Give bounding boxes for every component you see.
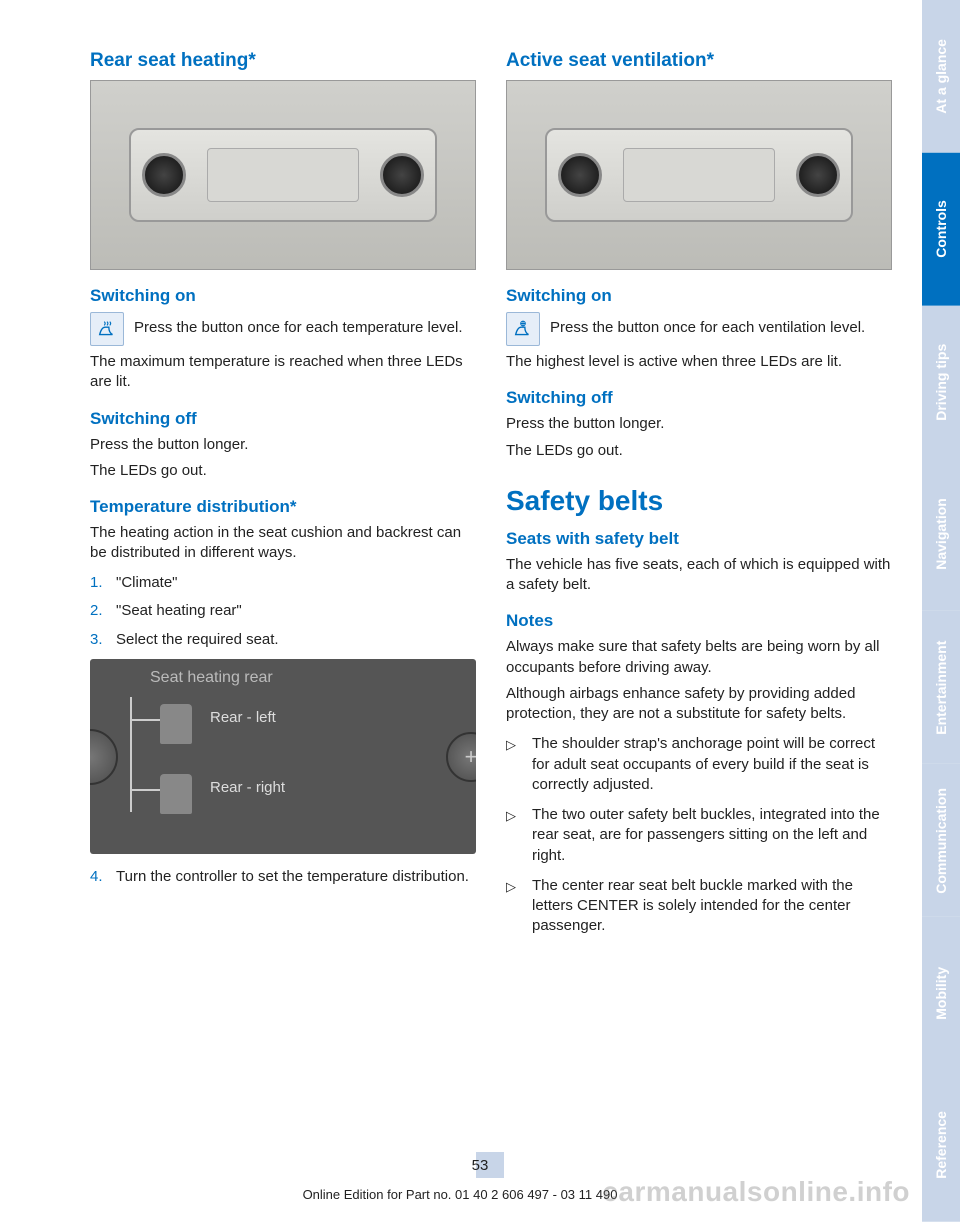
screenshot-title: Seat heating rear [150,669,273,687]
right-column: Active seat ventilation* Switching on Pr… [506,50,892,1202]
left-column: Rear seat heating* Switching on Press th… [90,50,476,1202]
tab-navigation[interactable]: Navigation [922,458,960,611]
seat-heat-icon [90,312,124,346]
tab-controls[interactable]: Controls [922,153,960,306]
switching-off-text-2: The LEDs go out. [90,461,476,481]
idrive-screenshot: + Seat heating rear Rear - left Rear - r… [90,659,476,854]
step-1: "Climate" [90,572,476,595]
notes-text-2: Although airbags enhance safety by provi… [506,684,892,725]
switching-on-text: Press the button once for each temperatu… [134,318,476,340]
vent-switching-off-heading: Switching off [506,388,892,408]
notes-text-1: Always make sure that safety belts are b… [506,637,892,678]
notes-bullets: The shoulder strap's anchorage point wil… [506,734,892,936]
vent-switching-on-text: Press the button once for each ventilati… [550,318,892,340]
switching-on-heading: Switching on [90,286,476,306]
vent-switching-off-text-2: The LEDs go out. [506,441,892,461]
screenshot-opt-1: Rear - left [210,709,276,726]
tab-communication[interactable]: Communication [922,764,960,917]
step-3: Select the required seat. [90,629,476,652]
page-number: 53 [472,1157,489,1174]
tab-reference[interactable]: Reference [922,1069,960,1222]
rear-seat-heating-heading: Rear seat heating* [90,50,476,72]
temp-dist-heading: Temperature distribution* [90,497,476,517]
side-tabs: At a glance Controls Driving tips Naviga… [922,0,960,1222]
step-4: Turn the controller to set the temperatu… [90,866,476,889]
watermark: carmanualsonline.info [602,1176,910,1208]
tab-at-a-glance[interactable]: At a glance [922,0,960,153]
switching-off-heading: Switching off [90,409,476,429]
seats-with-belt-text: The vehicle has five seats, each of whic… [506,555,892,596]
bullet-2: The two outer safety belt buckles, integ… [506,805,892,866]
active-seat-vent-photo [506,80,892,270]
vent-switching-on-heading: Switching on [506,286,892,306]
vent-switching-on-text-2: The highest level is active when three L… [506,352,892,372]
seats-with-belt-heading: Seats with safety belt [506,529,892,549]
active-seat-vent-heading: Active seat ventilation* [506,50,892,72]
temp-dist-steps: "Climate" "Seat heating rear" Select the… [90,572,476,652]
switching-on-text-2: The maximum temperature is reached when … [90,352,476,393]
tab-entertainment[interactable]: Entertainment [922,611,960,764]
tab-driving-tips[interactable]: Driving tips [922,306,960,459]
vent-switching-off-text-1: Press the button longer. [506,414,892,434]
notes-heading: Notes [506,611,892,631]
bullet-3: The center rear seat belt buckle marked … [506,876,892,937]
switching-off-text-1: Press the button longer. [90,435,476,455]
step-2: "Seat heating rear" [90,600,476,623]
temp-dist-text: The heating action in the seat cushion a… [90,523,476,564]
rear-seat-heating-photo [90,80,476,270]
bullet-1: The shoulder strap's anchorage point wil… [506,734,892,795]
temp-dist-steps-cont: Turn the controller to set the temperatu… [90,866,476,889]
tab-mobility[interactable]: Mobility [922,917,960,1070]
screenshot-opt-2: Rear - right [210,779,285,796]
safety-belts-heading: Safety belts [506,485,892,517]
seat-vent-icon [506,312,540,346]
